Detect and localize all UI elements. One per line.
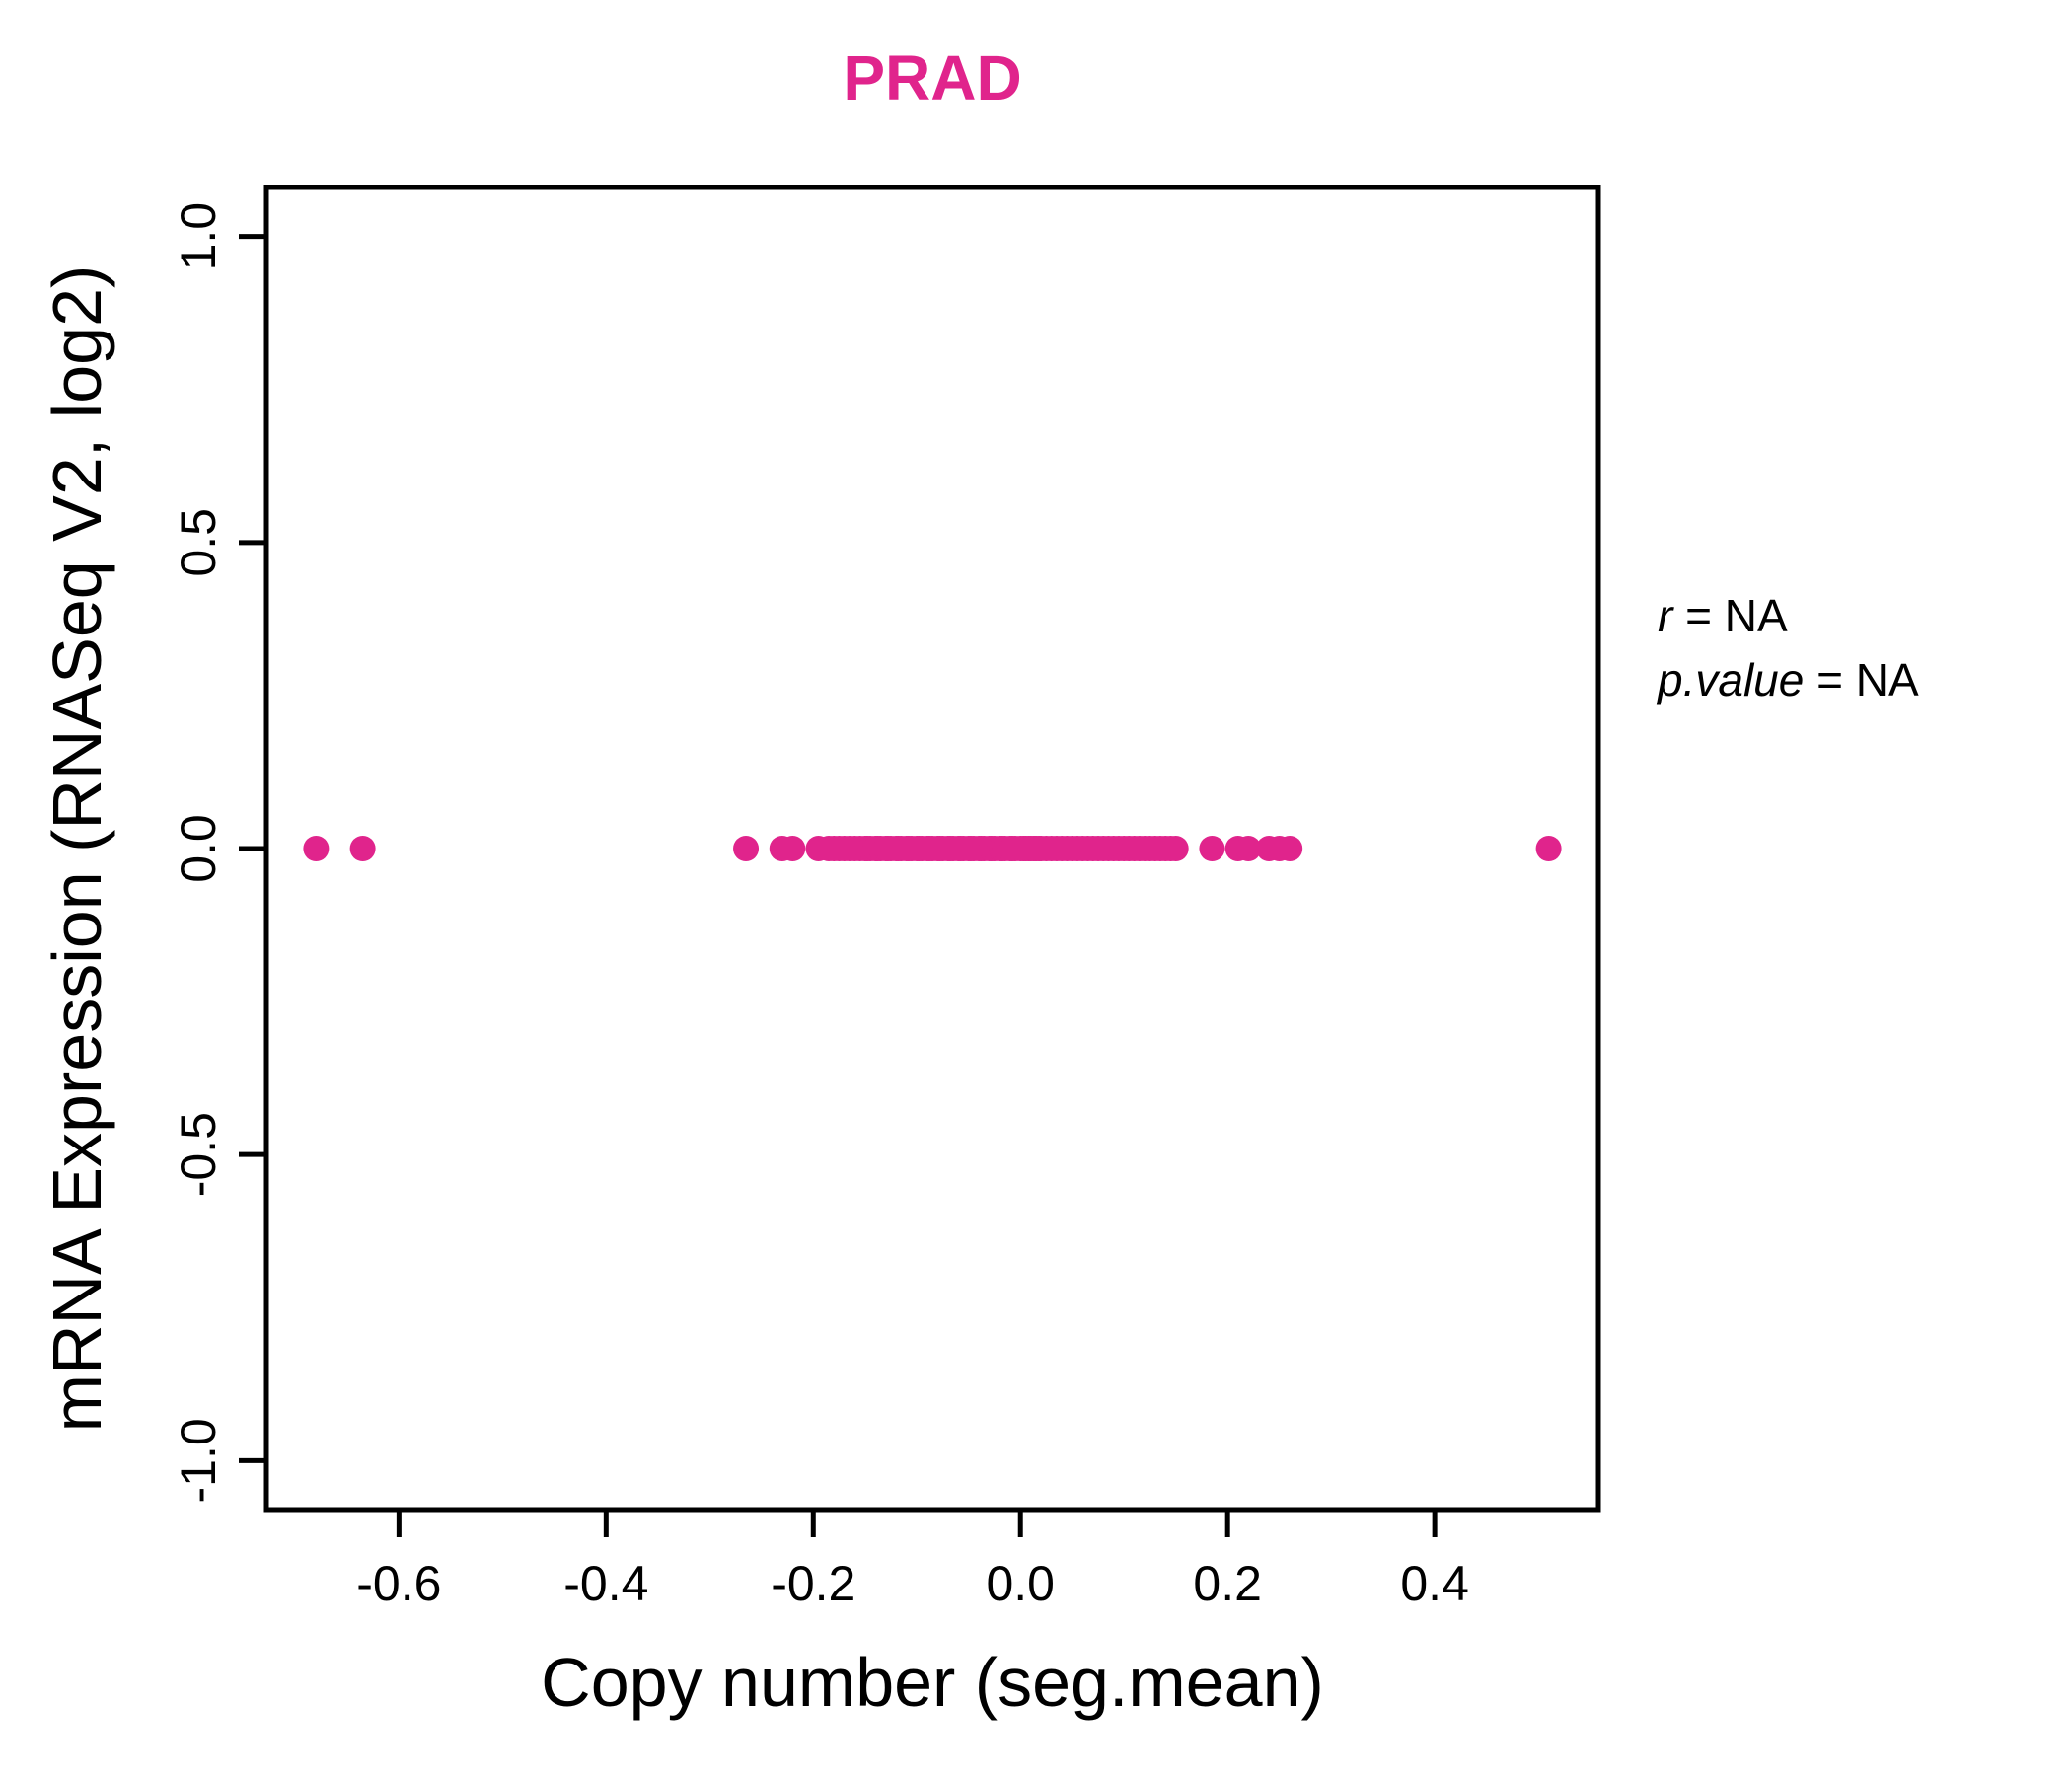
stat-pvalue-value: = NA [1804,654,1919,706]
data-point [1199,836,1225,861]
data-point [1277,836,1303,861]
data-point [303,836,330,861]
stats-line-pvalue: p.value = NA [1658,648,1919,712]
chart-title: PRAD [843,42,1022,113]
y-tick-label: -0.5 [171,1112,226,1197]
x-tick-label: -0.6 [356,1556,441,1611]
x-axis-label: Copy number (seg.mean) [541,1644,1324,1721]
y-tick-label: 0.5 [171,508,226,577]
x-tick-label: 0.4 [1400,1556,1469,1611]
stats-line-r: r = NA [1658,584,1919,648]
data-point [1162,836,1189,861]
stats-annotation: r = NA p.value = NA [1658,584,1919,713]
data-point [349,836,376,861]
stat-pvalue-var: p.value [1658,654,1805,706]
x-tick-label: 0.0 [986,1556,1055,1611]
data-point [1535,836,1562,861]
data-point [733,836,760,861]
y-tick-label: -1.0 [171,1418,226,1503]
stat-r-value: = NA [1672,590,1788,641]
data-point [1235,836,1262,861]
x-tick-label: -0.2 [771,1556,855,1611]
stat-r-var: r [1658,590,1673,641]
data-point [779,836,806,861]
y-tick-label: 1.0 [171,202,226,271]
x-tick-label: 0.2 [1193,1556,1262,1611]
x-tick-label: -0.4 [563,1556,648,1611]
y-tick-label: 0.0 [171,814,226,883]
y-axis-label: mRNA Expression (RNASeq V2, log2) [38,264,115,1433]
